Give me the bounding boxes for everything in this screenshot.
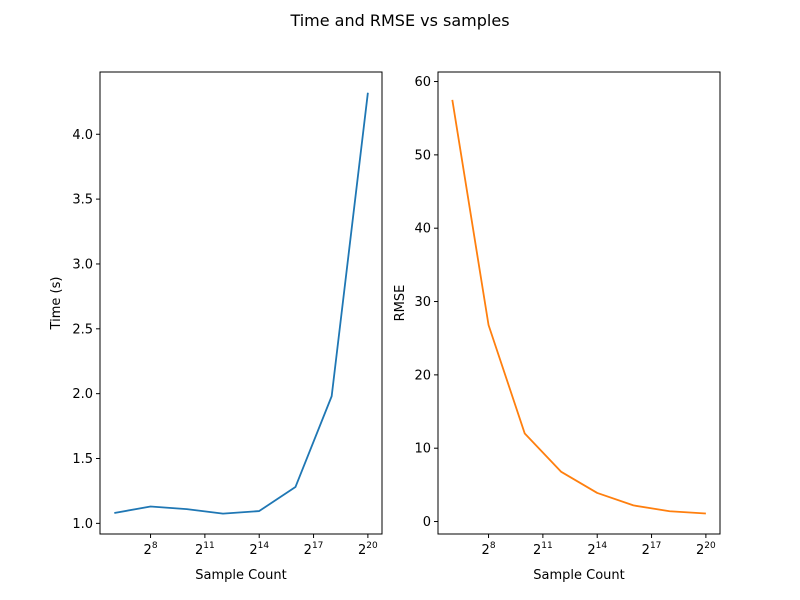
series-line-1-1 xyxy=(114,92,369,515)
data-point xyxy=(295,486,297,488)
x-axis-label: Sample Count xyxy=(533,568,624,583)
series-line-2-1 xyxy=(451,99,706,515)
data-point xyxy=(488,324,490,326)
data-point xyxy=(560,471,562,473)
figure-title: Time and RMSE vs samples xyxy=(289,11,509,30)
data-point xyxy=(113,512,115,514)
data-point xyxy=(633,505,635,507)
axes-frame xyxy=(437,71,721,535)
y-axis-label: RMSE xyxy=(393,285,408,322)
data-point xyxy=(596,492,598,494)
data-point xyxy=(669,510,671,512)
data-point xyxy=(186,508,188,510)
subplot-1: 28 211 214 217 220 1.0 1.5 2.0 2.5 3.0 3.5 4.0 Sampl… xyxy=(49,71,383,583)
y-tick-label: 1.5 xyxy=(72,452,93,467)
x-tick-label: 214 xyxy=(587,541,607,558)
x-tick-label: 220 xyxy=(696,541,716,558)
x-axis-label: Sample Count xyxy=(195,568,286,583)
y-tick-label: 10 xyxy=(414,442,431,457)
y-tick-label: 40 xyxy=(414,222,431,237)
axes-frame xyxy=(99,71,383,535)
x-tick-label: 220 xyxy=(358,541,378,558)
x-tick-label: 28 xyxy=(144,541,158,558)
data-point xyxy=(331,395,333,397)
y-tick-label: 2.5 xyxy=(72,322,93,337)
y-tick-label: 60 xyxy=(414,75,431,90)
y-tick-label: 50 xyxy=(414,148,431,163)
y-tick-label: 20 xyxy=(414,368,431,383)
subplot-2: 28 211 214 217 220 0 10 20 30 40 50 60 Sample Count R… xyxy=(393,71,721,583)
y-tick-label: 30 xyxy=(414,295,431,310)
y-tick-label: 3.5 xyxy=(72,193,93,208)
x-tick-label: 214 xyxy=(249,541,269,558)
plots: 28 211 214 217 220 1.0 1.5 2.0 2.5 3.0 3.5 4.0 Sampl… xyxy=(49,71,721,583)
data-point xyxy=(150,506,152,508)
x-tick-label: 211 xyxy=(533,541,553,558)
data-point xyxy=(451,99,453,101)
data-point xyxy=(705,513,707,515)
data-point xyxy=(258,510,260,512)
y-tick-label: 2.0 xyxy=(72,387,93,402)
y-axis-label: Time (s) xyxy=(49,277,64,331)
y-tick-label: 1.0 xyxy=(72,517,93,532)
x-tick-label: 28 xyxy=(482,541,496,558)
y-tick-label: 4.0 xyxy=(72,128,93,143)
y-tick-label: 3.0 xyxy=(72,257,93,272)
x-tick-label: 217 xyxy=(304,541,324,558)
y-tick-label: 0 xyxy=(423,515,431,530)
data-point xyxy=(367,92,369,94)
data-point xyxy=(524,433,526,435)
x-tick-label: 217 xyxy=(642,541,662,558)
x-tick-label: 211 xyxy=(195,541,215,558)
data-point xyxy=(222,513,224,515)
